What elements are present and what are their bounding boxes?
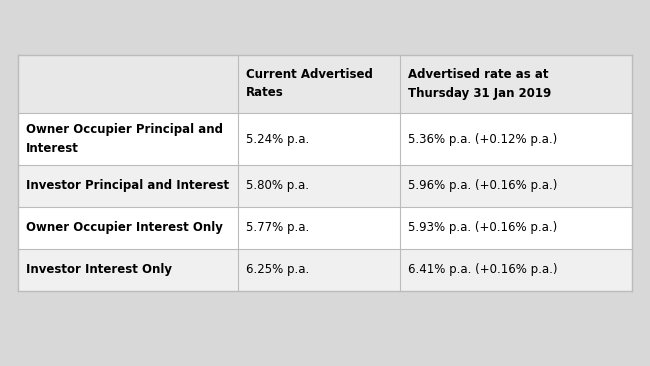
Text: Investor Principal and Interest: Investor Principal and Interest (26, 179, 229, 193)
Bar (18, 113, 632, 165)
Text: Advertised rate as at
Thursday 31 Jan 2019: Advertised rate as at Thursday 31 Jan 20… (408, 68, 551, 100)
Text: 5.93% p.a. (+0.16% p.a.): 5.93% p.a. (+0.16% p.a.) (408, 221, 557, 235)
Text: Owner Occupier Interest Only: Owner Occupier Interest Only (26, 221, 223, 235)
Text: 5.77% p.a.: 5.77% p.a. (246, 221, 309, 235)
Text: 5.24% p.a.: 5.24% p.a. (246, 132, 309, 146)
Bar (18, 249, 632, 291)
Text: 6.25% p.a.: 6.25% p.a. (246, 264, 309, 276)
Bar (18, 207, 632, 249)
Text: 5.36% p.a. (+0.12% p.a.): 5.36% p.a. (+0.12% p.a.) (408, 132, 557, 146)
Bar (18, 55, 632, 113)
Text: 5.80% p.a.: 5.80% p.a. (246, 179, 309, 193)
Text: 6.41% p.a. (+0.16% p.a.): 6.41% p.a. (+0.16% p.a.) (408, 264, 558, 276)
Text: 5.96% p.a. (+0.16% p.a.): 5.96% p.a. (+0.16% p.a.) (408, 179, 558, 193)
Text: Current Advertised
Rates: Current Advertised Rates (246, 68, 373, 100)
Bar (18, 165, 632, 207)
Text: Investor Interest Only: Investor Interest Only (26, 264, 172, 276)
Text: Owner Occupier Principal and
Interest: Owner Occupier Principal and Interest (26, 123, 223, 154)
